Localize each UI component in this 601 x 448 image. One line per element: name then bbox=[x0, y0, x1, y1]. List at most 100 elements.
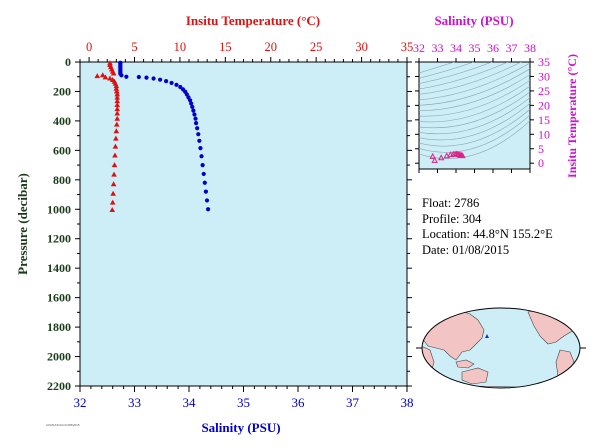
temperature-point bbox=[114, 115, 121, 121]
salinity-tick-label: 33 bbox=[128, 395, 141, 410]
temperature-point bbox=[113, 88, 120, 94]
density-contour bbox=[419, 62, 456, 74]
temperature-tick-label: 25 bbox=[310, 40, 323, 54]
temperature-tick-label: 15 bbox=[219, 40, 232, 54]
salinity-point bbox=[204, 198, 210, 203]
float-info-panel: Float: 2786 Profile: 304 Location: 44.8°… bbox=[422, 196, 553, 258]
density-contour bbox=[419, 91, 530, 129]
pressure-tick-label: 0 bbox=[65, 55, 71, 69]
salinity-point bbox=[119, 73, 124, 78]
density-contour bbox=[419, 85, 530, 123]
salinity-point bbox=[169, 80, 174, 86]
temperature-tick-label: 5 bbox=[131, 40, 137, 54]
salinity-tick-label: 36 bbox=[292, 395, 306, 410]
pressure-tick-label: 800 bbox=[53, 173, 71, 187]
inset-ts-point bbox=[431, 156, 438, 163]
density-contour bbox=[419, 97, 530, 135]
profile-number: Profile: 304 bbox=[422, 211, 482, 226]
inset-ts-point bbox=[437, 154, 445, 161]
salinity-point bbox=[158, 77, 163, 82]
salinity-point bbox=[124, 74, 129, 79]
inset-salinity-tick-label: 38 bbox=[524, 41, 536, 55]
inset-ts-point bbox=[459, 152, 466, 159]
australia-shape bbox=[461, 367, 489, 385]
salinity-tick-label: 35 bbox=[237, 395, 250, 410]
temperature-point bbox=[113, 121, 120, 127]
temperature-series bbox=[94, 60, 121, 213]
salinity-point bbox=[199, 154, 204, 159]
inset-temperature-tick-label: 10 bbox=[538, 127, 550, 141]
pressure-tick-label: 1400 bbox=[47, 261, 71, 275]
temperature-point bbox=[109, 199, 116, 205]
salinity-point bbox=[196, 132, 201, 137]
salinity-point bbox=[201, 171, 206, 177]
density-contour bbox=[419, 103, 530, 141]
salinity-point bbox=[205, 207, 211, 212]
temperature-point bbox=[113, 128, 120, 134]
salinity-tick-label: 32 bbox=[74, 395, 87, 410]
temperature-point bbox=[114, 98, 121, 104]
density-contour bbox=[419, 62, 475, 79]
pressure-axis: 0 200 400 600 800 1000 1200 1400 1600 1800 2000 220… bbox=[47, 55, 412, 393]
temperature-point bbox=[112, 152, 118, 158]
salinity-point bbox=[198, 146, 203, 151]
inset-temperature-tick-label: 0 bbox=[538, 156, 544, 170]
density-contour bbox=[419, 79, 530, 117]
inset-salinity-tick-label: 32 bbox=[413, 41, 425, 55]
inset-temperature-tick-label: 15 bbox=[538, 113, 550, 127]
main-plot-area bbox=[79, 61, 408, 387]
inset-temperature-tick-label: 35 bbox=[538, 55, 550, 69]
temperature-point bbox=[109, 207, 116, 213]
temperature-point bbox=[111, 171, 117, 177]
date-text: Date: 01/08/2015 bbox=[422, 242, 510, 257]
salinity-point bbox=[193, 116, 198, 121]
salinity-point bbox=[144, 75, 149, 80]
density-contours bbox=[419, 62, 530, 159]
inset-salinity-tick-label: 33 bbox=[432, 41, 444, 55]
temperature-axis: 0 5 10 15 20 25 30 35 bbox=[79, 40, 414, 62]
temperature-point bbox=[113, 85, 120, 91]
inset-salinity-tick-label: 37 bbox=[506, 41, 518, 55]
inset-salinity-tick-label: 36 bbox=[487, 41, 499, 55]
pressure-tick-label: 600 bbox=[53, 143, 71, 157]
inset-salinity-tick-label: 34 bbox=[450, 41, 462, 55]
inset-temperature-tick-label: 25 bbox=[538, 84, 550, 98]
salinity-point bbox=[203, 189, 208, 194]
density-contour bbox=[419, 114, 530, 153]
temperature-point bbox=[99, 72, 106, 78]
salinity-tick-label: 37 bbox=[346, 395, 360, 410]
temperature-point bbox=[94, 73, 101, 79]
temperature-point bbox=[111, 162, 118, 168]
temperature-point bbox=[114, 110, 121, 116]
salinity-point bbox=[191, 108, 196, 113]
location-map bbox=[416, 307, 586, 389]
inset-temperature-tick-label: 20 bbox=[538, 98, 550, 112]
salinity-point bbox=[187, 98, 193, 103]
location-text: Location: 44.8°N 155.2°E bbox=[422, 227, 553, 241]
salinity-point bbox=[190, 104, 195, 110]
inset-temperature-tick-label: 5 bbox=[538, 142, 544, 156]
temperature-tick-label: 35 bbox=[401, 40, 414, 54]
salinity-point bbox=[192, 112, 197, 117]
salinity-tick-label: 34 bbox=[183, 395, 197, 410]
temperature-tick-label: 10 bbox=[174, 40, 187, 54]
pressure-tick-label: 1800 bbox=[47, 320, 71, 334]
salinity-point bbox=[178, 84, 183, 90]
density-contour bbox=[419, 62, 509, 90]
temperature-point bbox=[110, 70, 117, 76]
float-location-marker bbox=[485, 334, 489, 338]
temperature-point bbox=[102, 74, 109, 80]
salinity-point bbox=[202, 180, 207, 185]
pressure-tick-label: 2200 bbox=[47, 379, 71, 393]
salinity-point bbox=[200, 162, 205, 168]
temperature-point bbox=[114, 94, 121, 100]
pressure-tick-label: 1200 bbox=[47, 232, 71, 246]
density-contour bbox=[419, 62, 493, 84]
inset-temperature-title: Insitu Temperature (°C) bbox=[565, 54, 579, 178]
temperature-tick-label: 30 bbox=[355, 40, 368, 54]
temperature-axis-title: Insitu Temperature (°C) bbox=[186, 13, 320, 28]
salinity-point bbox=[189, 101, 194, 106]
